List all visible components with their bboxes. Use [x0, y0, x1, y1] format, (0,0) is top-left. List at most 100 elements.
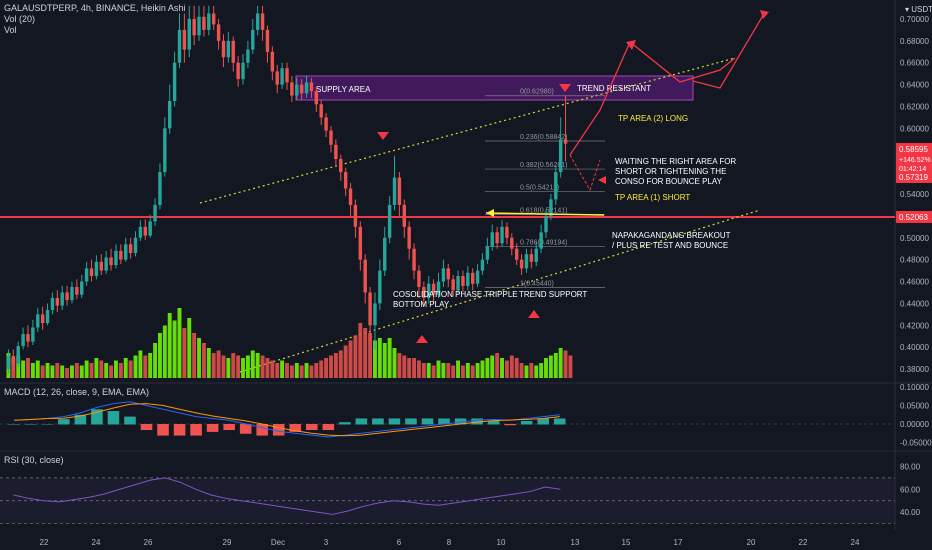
- candle-body[interactable]: [514, 248, 519, 260]
- trend-support-line[interactable]: [239, 209, 761, 373]
- candle-body[interactable]: [339, 158, 343, 173]
- candle-body[interactable]: [295, 84, 299, 96]
- candle-body[interactable]: [275, 71, 279, 85]
- candle-body[interactable]: [163, 128, 167, 173]
- candle-body[interactable]: [226, 40, 231, 58]
- candle-body[interactable]: [314, 91, 319, 105]
- candle-body[interactable]: [554, 172, 558, 200]
- candle-body[interactable]: [456, 276, 460, 291]
- time-axis[interactable]: 22 24 26 29 Dec 3 6 8 10 13 15 17 20 22 24: [40, 538, 860, 547]
- candle-body[interactable]: [387, 204, 392, 238]
- candle-body[interactable]: [534, 248, 538, 262]
- candle-body[interactable]: [221, 40, 226, 58]
- candle-body[interactable]: [319, 104, 323, 118]
- candle-body[interactable]: [260, 13, 265, 30]
- candle-body[interactable]: [324, 117, 328, 131]
- candle-body[interactable]: [470, 272, 475, 284]
- candle-body[interactable]: [246, 49, 250, 63]
- candle-body[interactable]: [285, 68, 289, 83]
- candle-body[interactable]: [216, 24, 221, 41]
- candle-body[interactable]: [251, 29, 255, 50]
- candle-body[interactable]: [290, 82, 294, 96]
- candle-body[interactable]: [236, 62, 240, 80]
- fib-retracement[interactable]: 0(0.62980) 0.236(0.58842) 0.382(0.56281) 0.…: [485, 89, 605, 289]
- candle-body[interactable]: [495, 232, 499, 244]
- candle-body[interactable]: [255, 13, 260, 30]
- candle-body[interactable]: [143, 226, 147, 236]
- candle-body[interactable]: [197, 16, 201, 36]
- candle-body[interactable]: [348, 188, 353, 205]
- macd-scale[interactable]: 0.10000 0.05000 0.00000 -0.05000: [900, 383, 932, 448]
- candle-body[interactable]: [109, 257, 113, 266]
- candle-body[interactable]: [270, 51, 275, 72]
- candle-body[interactable]: [412, 248, 416, 271]
- candle-body[interactable]: [368, 292, 372, 326]
- macd-label[interactable]: MACD (12, 26, close, 9, EMA, EMA): [4, 387, 150, 397]
- candle-body[interactable]: [299, 84, 304, 94]
- candle-body[interactable]: [138, 226, 143, 238]
- candle-body[interactable]: [373, 303, 377, 326]
- candle-body[interactable]: [168, 101, 172, 129]
- candle-body[interactable]: [539, 232, 543, 249]
- candle-body[interactable]: [55, 297, 60, 306]
- candle-body[interactable]: [422, 287, 426, 298]
- candle-body[interactable]: [363, 259, 367, 293]
- candle-body[interactable]: [427, 283, 431, 298]
- trend-resistance-line[interactable]: [199, 57, 736, 204]
- projection-path-short[interactable]: [569, 154, 601, 192]
- candle-body[interactable]: [11, 355, 16, 364]
- chart-header-symbol[interactable]: GALAUSDTPERP, 4h, BINANCE, Heikin Ashi: [4, 3, 186, 13]
- candle-body[interactable]: [211, 13, 216, 25]
- candle-body[interactable]: [431, 283, 436, 295]
- projection-path-long[interactable]: [569, 40, 736, 156]
- candle-body[interactable]: [75, 287, 79, 295]
- candle-body[interactable]: [466, 272, 470, 286]
- candle-body[interactable]: [407, 226, 411, 249]
- candle-body[interactable]: [524, 254, 529, 269]
- candle-body[interactable]: [500, 226, 504, 244]
- candle-body[interactable]: [461, 276, 465, 286]
- candle-body[interactable]: [45, 309, 50, 324]
- candle-body[interactable]: [392, 177, 397, 205]
- candle-body[interactable]: [114, 250, 118, 266]
- candle-body[interactable]: [128, 244, 133, 254]
- candle-body[interactable]: [89, 268, 94, 277]
- candle-body[interactable]: [334, 144, 338, 159]
- candle-body[interactable]: [280, 68, 284, 85]
- candle-body[interactable]: [519, 259, 524, 269]
- candle-body[interactable]: [544, 215, 548, 233]
- projection-path-final[interactable]: [692, 11, 766, 89]
- candle-body[interactable]: [480, 259, 485, 271]
- candle-body[interactable]: [490, 232, 494, 247]
- candle-body[interactable]: [329, 130, 333, 145]
- rsi-pane[interactable]: [0, 477, 895, 524]
- candle-body[interactable]: [70, 287, 74, 301]
- candle-body[interactable]: [119, 250, 123, 260]
- candle-body[interactable]: [529, 254, 534, 262]
- candle-body[interactable]: [133, 237, 138, 254]
- candle-body[interactable]: [172, 62, 177, 101]
- rsi-scale[interactable]: 80.00 60.00 40.00: [900, 462, 921, 517]
- candle-body[interactable]: [378, 270, 382, 304]
- candle-body[interactable]: [99, 261, 104, 271]
- candle-body[interactable]: [40, 314, 45, 324]
- candle-body[interactable]: [241, 62, 245, 80]
- current-price-badge[interactable]: [896, 143, 932, 183]
- candle-body[interactable]: [26, 334, 30, 342]
- candle-body[interactable]: [563, 139, 568, 144]
- candle-body[interactable]: [84, 268, 89, 282]
- candle-body[interactable]: [21, 334, 25, 347]
- candle-body[interactable]: [436, 281, 441, 295]
- candle-body[interactable]: [309, 82, 314, 92]
- candle-body[interactable]: [402, 204, 406, 227]
- candle-body[interactable]: [549, 199, 553, 216]
- candle-body[interactable]: [265, 29, 270, 52]
- vol20-label[interactable]: Vol (20): [4, 14, 36, 24]
- breakout-level-line[interactable]: [485, 212, 605, 216]
- candle-body[interactable]: [50, 297, 55, 310]
- macd-pane[interactable]: [0, 401, 895, 438]
- candle-body[interactable]: [187, 18, 191, 50]
- candle-body[interactable]: [397, 177, 402, 205]
- currency-label[interactable]: ▾ USDT: [905, 5, 932, 14]
